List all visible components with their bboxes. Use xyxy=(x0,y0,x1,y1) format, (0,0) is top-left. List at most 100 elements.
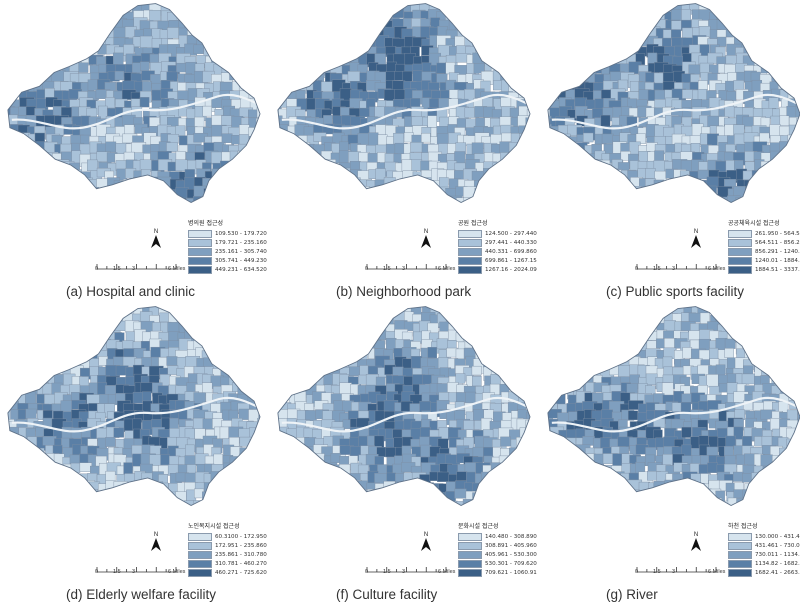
district-polygon xyxy=(736,510,750,515)
district-polygon xyxy=(187,206,196,212)
district-polygon xyxy=(473,320,489,331)
district-polygon xyxy=(482,348,493,360)
district-polygon xyxy=(681,426,692,438)
district-polygon xyxy=(499,491,510,504)
district-polygon xyxy=(296,471,306,485)
district-polygon xyxy=(548,28,563,40)
district-polygon xyxy=(648,197,663,203)
district-polygon xyxy=(742,500,753,506)
district-polygon xyxy=(780,323,794,334)
district-polygon xyxy=(17,168,30,181)
district-polygon xyxy=(780,3,794,14)
district-polygon xyxy=(386,197,397,203)
district-polygon xyxy=(342,489,353,502)
district-polygon xyxy=(18,20,28,34)
district-polygon xyxy=(62,482,73,494)
district-polygon xyxy=(9,348,25,363)
district-polygon xyxy=(516,53,530,65)
district-polygon xyxy=(386,61,397,73)
district-polygon xyxy=(240,499,255,506)
district-polygon xyxy=(7,438,15,451)
district-polygon xyxy=(525,339,531,350)
district-polygon xyxy=(303,10,314,21)
district-polygon xyxy=(472,376,482,387)
district-polygon xyxy=(219,34,234,48)
district-polygon xyxy=(752,20,762,33)
district-polygon xyxy=(744,8,758,20)
district-polygon xyxy=(786,18,800,30)
district-polygon xyxy=(736,207,749,212)
district-polygon xyxy=(601,306,612,319)
district-polygon xyxy=(763,171,774,183)
north-label: N xyxy=(423,229,429,235)
district-polygon xyxy=(647,306,662,320)
district-polygon xyxy=(329,29,344,40)
district-polygon xyxy=(492,179,503,191)
district-polygon xyxy=(499,483,512,495)
district-polygon xyxy=(196,3,211,18)
scale-bar-graphic xyxy=(96,567,177,573)
district-polygon xyxy=(797,411,800,423)
district-polygon xyxy=(709,497,722,506)
district-polygon xyxy=(44,189,57,203)
scale-tick-label: 3 xyxy=(402,266,406,272)
district-polygon xyxy=(733,471,744,482)
district-polygon xyxy=(277,445,283,460)
district-polygon xyxy=(787,509,800,515)
district-polygon xyxy=(324,472,339,483)
district-polygon xyxy=(576,195,587,203)
district-polygon xyxy=(237,26,250,41)
district-polygon xyxy=(322,358,334,370)
district-polygon xyxy=(547,88,549,99)
district-polygon xyxy=(509,330,522,346)
district-polygon xyxy=(565,10,580,24)
map-panel: 공원 접근성 124.500 - 297.440 297.441 - 440.330… xyxy=(270,0,537,302)
district-polygon xyxy=(42,356,54,368)
district-polygon xyxy=(304,323,316,334)
district-polygon xyxy=(795,338,800,351)
district-polygon xyxy=(411,196,421,203)
district-polygon xyxy=(257,82,261,98)
district-polygon xyxy=(16,64,31,80)
district-polygon xyxy=(760,349,773,362)
district-polygon xyxy=(124,196,139,203)
district-polygon xyxy=(575,454,590,468)
district-polygon xyxy=(203,498,217,506)
map-legend: 병의원 접근성 109.530 - 179.720 179.721 - 235.16… xyxy=(188,218,267,274)
district-polygon xyxy=(7,150,12,164)
district-polygon xyxy=(257,347,261,360)
district-polygon xyxy=(9,438,24,452)
district-polygon xyxy=(312,330,327,343)
district-polygon xyxy=(105,97,116,109)
district-polygon xyxy=(498,169,510,185)
legend-swatch xyxy=(458,238,482,247)
district-polygon xyxy=(708,306,724,313)
district-polygon xyxy=(313,341,325,353)
district-polygon xyxy=(277,465,280,476)
district-polygon xyxy=(519,168,531,182)
district-polygon xyxy=(383,3,399,13)
district-polygon xyxy=(107,306,123,317)
district-polygon xyxy=(71,323,85,338)
district-polygon xyxy=(25,373,37,384)
district-polygon xyxy=(474,207,485,212)
district-polygon xyxy=(636,195,647,203)
legend-title: 공원 접근성 xyxy=(458,220,488,227)
district-polygon xyxy=(35,28,46,39)
district-polygon xyxy=(421,499,433,506)
district-polygon xyxy=(7,169,12,183)
legend-label: 124.500 - 297.440 xyxy=(485,230,537,237)
district-polygon xyxy=(239,453,251,467)
district-polygon xyxy=(430,204,442,212)
district-polygon xyxy=(593,329,608,342)
district-polygon xyxy=(79,507,92,515)
district-polygon xyxy=(280,322,293,333)
district-polygon xyxy=(635,133,646,145)
district-polygon xyxy=(113,492,129,504)
district-polygon xyxy=(771,465,782,475)
district-polygon xyxy=(246,382,259,395)
district-polygon xyxy=(617,35,629,49)
choropleth-map xyxy=(7,3,261,212)
district-polygon xyxy=(277,366,285,382)
district-polygon xyxy=(751,177,763,190)
